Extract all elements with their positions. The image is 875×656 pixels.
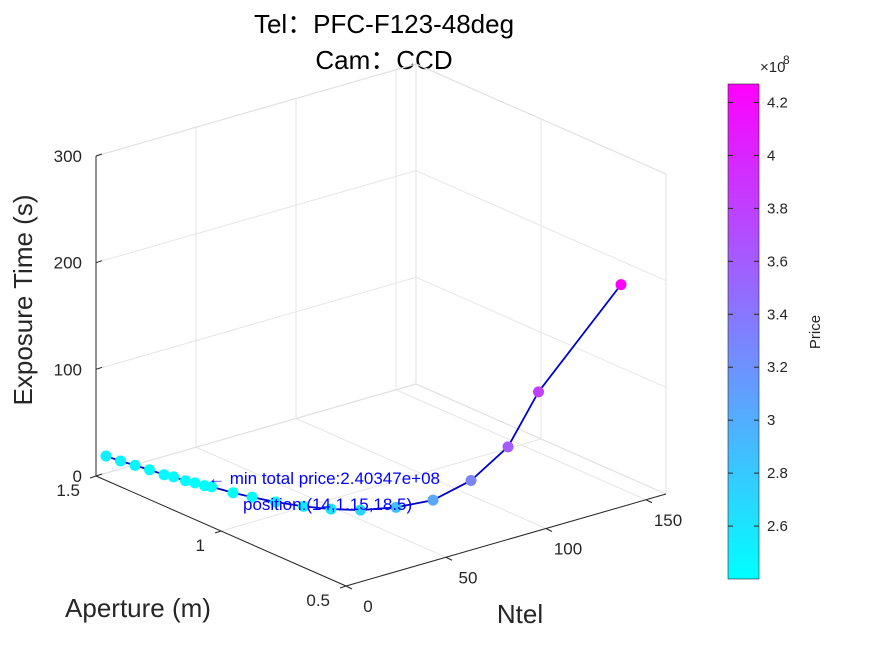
colorbar-tick-label: 4.2 xyxy=(767,95,788,112)
frame-edge xyxy=(415,63,667,175)
frame-edge xyxy=(95,383,417,477)
data-point xyxy=(100,450,112,462)
data-point xyxy=(144,464,155,476)
y-tick-labels: 0.5 1 1.5 xyxy=(56,475,347,610)
colorbar-tick-label: 3 xyxy=(767,412,775,429)
z-tick-label: 300 xyxy=(54,147,82,166)
x-tick-mark xyxy=(445,556,453,561)
z-tick-label: 200 xyxy=(54,254,82,273)
y-tick-label: 1 xyxy=(196,536,205,555)
colorbar: 2.6 2.8 3 3.2 3.4 3.6 3.8 4 4.2 ×10 8 Price xyxy=(727,53,824,580)
y-tick-mark xyxy=(89,475,97,479)
chart-title-line1: Tel：PFC-F123-48deg xyxy=(254,9,514,39)
y-axis-label: Aperture (m) xyxy=(65,593,211,623)
x-tick-label: 150 xyxy=(654,511,682,530)
z-tick-labels: 0 100 200 300 xyxy=(54,147,103,486)
colorbar-ticks: 2.6 2.8 3 3.2 3.4 3.6 3.8 4 4.2 xyxy=(728,95,788,535)
axes-lines xyxy=(95,156,667,587)
data-point xyxy=(390,501,402,513)
z-tick-label: 0 xyxy=(73,467,82,486)
data-series xyxy=(100,279,627,516)
data-point xyxy=(246,491,258,503)
data-point xyxy=(158,469,170,481)
frame-edge xyxy=(415,383,667,495)
data-point xyxy=(180,475,191,487)
data-point xyxy=(168,471,179,483)
grid-line xyxy=(95,276,417,370)
z-tick-mark xyxy=(95,153,103,157)
y-tick-mark xyxy=(214,530,222,534)
y-tick-label: 1.5 xyxy=(56,481,80,500)
z-tick-mark xyxy=(95,366,103,370)
data-point xyxy=(227,487,239,499)
y-tick-mark xyxy=(339,585,347,589)
colorbar-tick-label: 3.6 xyxy=(767,253,788,270)
data-point xyxy=(206,481,217,493)
data-point xyxy=(355,504,366,516)
data-point xyxy=(325,503,337,515)
grid-line xyxy=(220,438,542,532)
z-tick-mark xyxy=(95,260,103,264)
data-point xyxy=(298,500,309,512)
data-point xyxy=(615,279,627,291)
data-point xyxy=(427,494,439,506)
data-point xyxy=(129,459,141,471)
data-point xyxy=(115,455,126,467)
x-tick-mark xyxy=(545,528,553,532)
annotation-line1: ← min total price:2.40347e+08 xyxy=(208,469,440,488)
z-tick-mark xyxy=(95,473,103,477)
colorbar-tick-label: 4 xyxy=(767,147,775,164)
colorbar-exponent-power: 8 xyxy=(783,53,790,67)
x-tick-mark xyxy=(345,585,353,590)
colorbar-exponent-base: ×10 xyxy=(760,59,785,76)
colorbar-gradient xyxy=(727,83,760,580)
z-axis-label: Exposure Time (s) xyxy=(8,195,38,406)
x-tick-mark xyxy=(645,499,653,504)
frame-edge xyxy=(95,63,417,157)
colorbar-label: Price xyxy=(807,315,824,349)
colorbar-tick-label: 3.2 xyxy=(767,359,788,376)
axes-frame xyxy=(95,63,667,495)
annotation-line2: position:(14,1.15,18.5) xyxy=(243,495,412,514)
x-axis-line xyxy=(345,493,667,587)
data-point xyxy=(465,474,477,486)
x-tick-label: 50 xyxy=(459,568,478,587)
x-tick-label: 0 xyxy=(363,597,372,616)
grid-line xyxy=(415,170,667,282)
y-tick-label: 0.5 xyxy=(306,591,330,610)
colorbar-tick-label: 2.6 xyxy=(767,518,788,535)
grid-line xyxy=(95,170,417,264)
x-tick-labels: 0 50 100 150 xyxy=(345,499,682,616)
data-point xyxy=(533,386,544,398)
z-tick-label: 100 xyxy=(54,360,82,379)
series-line xyxy=(105,284,622,512)
data-point xyxy=(502,441,514,453)
data-point xyxy=(189,477,201,489)
data-point xyxy=(270,496,281,508)
colorbar-tick-label: 3.4 xyxy=(767,306,788,323)
x-tick-label: 100 xyxy=(554,540,582,559)
x-axis-label: Ntel xyxy=(497,599,543,629)
chart-title-line2: Cam：CCD xyxy=(315,45,452,75)
grid-line xyxy=(415,276,667,388)
colorbar-tick-label: 2.8 xyxy=(767,465,788,482)
colorbar-tick-label: 3.8 xyxy=(767,200,788,217)
